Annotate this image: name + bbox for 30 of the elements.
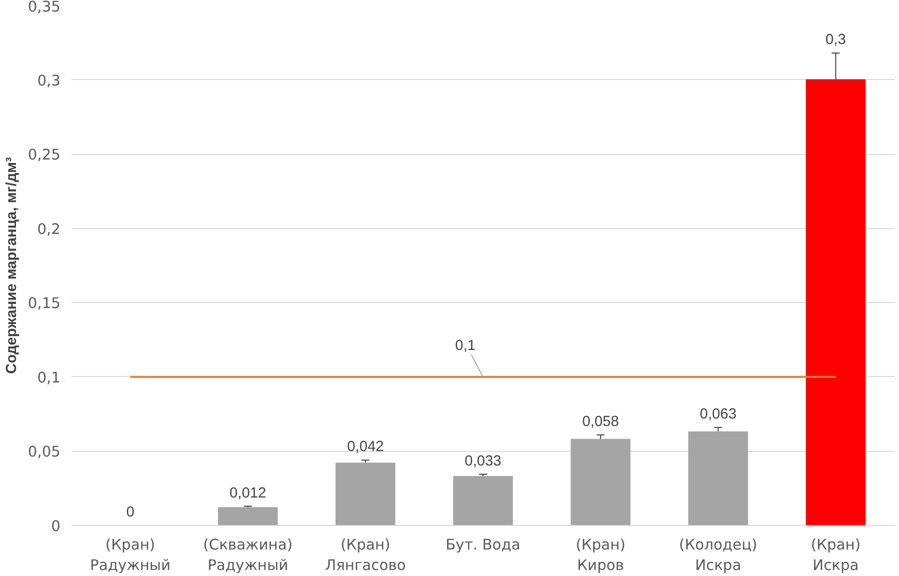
y-tick-label: 0: [51, 518, 61, 535]
x-tick-label: (Кран) Лянгасово: [325, 536, 406, 574]
y-tick-label: 0,3: [37, 72, 61, 90]
data-label: 0,042: [347, 439, 384, 456]
ref-line-label: 0,1: [455, 338, 476, 354]
data-label: 0,033: [464, 453, 502, 470]
data-label: 0: [126, 504, 134, 521]
x-tick-label: (Скважина) Радужный: [203, 536, 293, 574]
data-label: 0,012: [230, 485, 266, 502]
y-tick-label: 0,15: [28, 295, 61, 312]
bar: [453, 476, 513, 526]
bar: [688, 431, 748, 526]
bar: [806, 79, 866, 526]
y-tick-label: 0,05: [28, 444, 61, 461]
x-tick-label: (Колодец) Искра: [679, 536, 758, 574]
bar: [336, 462, 396, 526]
y-tick-label: 0,25: [28, 146, 61, 164]
y-tick-label: 0,2: [37, 220, 61, 238]
y-axis-title: Содержание марганца, мг/дм³: [4, 157, 20, 374]
data-label: 0,058: [582, 414, 619, 430]
y-tick-label: 0,35: [28, 0, 61, 16]
data-label: 0,063: [700, 406, 736, 423]
data-label: 0,3: [826, 32, 846, 48]
x-tick-label: (Кран) Радужный: [90, 536, 171, 574]
y-tick-label: 0,1: [37, 369, 61, 386]
bar: [570, 438, 630, 526]
x-tick-label: (Кран) Искра: [810, 536, 861, 574]
x-tick-label: (Кран) Киров: [576, 536, 626, 574]
x-tick-label: Бут. Вода: [446, 536, 520, 554]
bar: [218, 507, 278, 526]
